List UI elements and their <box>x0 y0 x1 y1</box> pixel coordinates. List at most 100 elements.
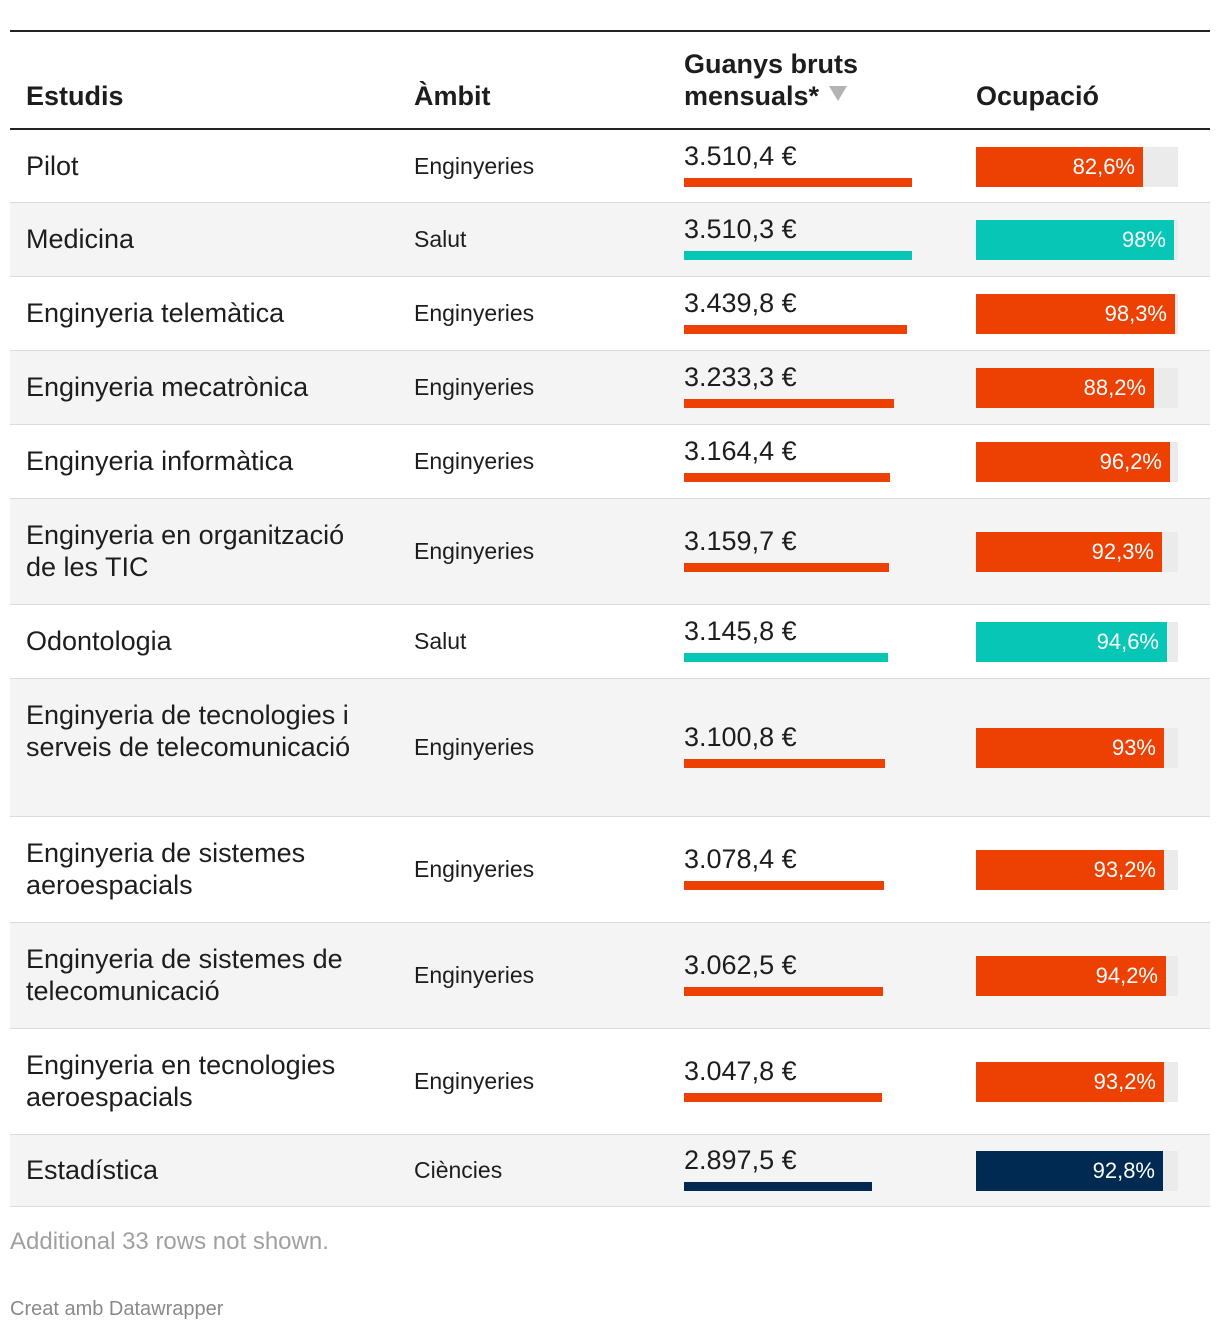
ocupacio-cell: 93,2% <box>976 850 1178 890</box>
table-header: Estudis Àmbit Guanys bruts mensuals* Ocu… <box>10 32 1210 128</box>
guanys-bar <box>684 881 884 890</box>
ambit-cell: Enginyeries <box>414 374 535 400</box>
guanys-value-label: 3.100,8 € <box>684 722 797 752</box>
sort-descending-icon[interactable] <box>829 86 848 101</box>
table-row: Enginyeria telemàtica Enginyeries 3.439,8 … <box>10 277 1210 351</box>
ocupacio-value-label: 93,2% <box>1093 1069 1156 1094</box>
ambit-cell: Enginyeries <box>414 448 535 474</box>
ocupacio-value-label: 94,2% <box>1095 963 1158 988</box>
table-row: Estadística Ciències 2.897,5 € 92,8% <box>10 1135 1210 1207</box>
ambit-cell: Ciències <box>414 1157 503 1183</box>
estudis-cell: Enginyeria informàtica <box>26 446 294 476</box>
ambit-cell: Enginyeries <box>414 962 535 988</box>
ocupacio-value-label: 88,2% <box>1083 375 1146 400</box>
table-row: Enginyeria en organització de les TIC Eng… <box>10 499 1210 605</box>
ocupacio-bar: 93% <box>976 728 1164 768</box>
table-row: Enginyeria de sistemes aeroespacials Engi… <box>10 817 1210 923</box>
guanys-value-label: 3.145,8 € <box>684 616 797 646</box>
ocupacio-bar: 92,3% <box>976 532 1162 572</box>
estudis-cell: Enginyeria en tecnologies aeroespacials <box>26 1050 336 1112</box>
guanys-cell: 3.510,3 € <box>684 213 944 260</box>
guanys-bar <box>684 1182 872 1191</box>
ocupacio-bar: 94,6% <box>976 622 1167 662</box>
estudis-cell: Enginyeria de sistemes aeroespacials <box>26 838 306 900</box>
table-row: Enginyeria de tecnologies i serveis de t… <box>10 679 1210 817</box>
ocupacio-cell: 94,2% <box>976 956 1178 996</box>
guanys-bar <box>684 653 888 662</box>
ambit-cell: Salut <box>414 628 467 654</box>
guanys-bar <box>684 473 890 482</box>
guanys-value-label: 3.159,7 € <box>684 526 797 556</box>
ocupacio-value-label: 94,6% <box>1096 629 1159 654</box>
guanys-bar <box>684 178 912 187</box>
table-row: Pilot Enginyeries 3.510,4 € 82,6% <box>10 130 1210 203</box>
ocupacio-bar: 88,2% <box>976 368 1154 408</box>
ocupacio-cell: 82,6% <box>976 147 1178 187</box>
column-header-ambit[interactable]: Àmbit <box>414 81 491 111</box>
ambit-cell: Enginyeries <box>414 856 535 882</box>
ocupacio-value-label: 98,3% <box>1104 301 1167 326</box>
table-row: Odontologia Salut 3.145,8 € 94,6% <box>10 605 1210 679</box>
guanys-cell: 3.078,4 € <box>684 843 944 890</box>
ocupacio-cell: 92,8% <box>976 1151 1178 1191</box>
ambit-cell: Enginyeries <box>414 1068 535 1094</box>
column-header-estudis[interactable]: Estudis <box>26 81 124 111</box>
ocupacio-value-label: 93% <box>1111 735 1156 760</box>
guanys-value-label: 3.439,8 € <box>684 288 797 318</box>
ambit-cell: Enginyeries <box>414 538 535 564</box>
guanys-value-label: 3.510,3 € <box>684 214 797 244</box>
header-rule <box>10 128 1210 130</box>
guanys-bar <box>684 251 912 260</box>
guanys-cell: 3.062,5 € <box>684 949 944 996</box>
guanys-value-label: 3.078,4 € <box>684 844 797 874</box>
datawrapper-credit[interactable]: Creat amb Datawrapper <box>10 1298 224 1320</box>
guanys-cell: 3.164,4 € <box>684 435 944 482</box>
ocupacio-value-label: 98% <box>1121 227 1166 252</box>
estudis-cell: Enginyeria en organització de les TIC <box>26 520 345 582</box>
ocupacio-bar: 98,3% <box>976 294 1175 334</box>
table-row: Enginyeria en tecnologies aeroespacials E… <box>10 1029 1210 1135</box>
ocupacio-cell: 98,3% <box>976 294 1178 334</box>
column-header-ocupacio[interactable]: Ocupació <box>976 81 1100 111</box>
guanys-value-label: 3.164,4 € <box>684 436 797 466</box>
guanys-cell: 3.145,8 € <box>684 615 944 662</box>
estudis-cell: Odontologia <box>26 626 172 656</box>
estudis-cell: Enginyeria mecatrònica <box>26 372 309 402</box>
top-rule <box>10 30 1210 32</box>
ocupacio-bar: 93,2% <box>976 850 1164 890</box>
additional-rows-note: Additional 33 rows not shown. <box>10 1228 329 1255</box>
ocupacio-cell: 96,2% <box>976 442 1178 482</box>
ambit-cell: Enginyeries <box>414 734 535 760</box>
ocupacio-bar: 92,8% <box>976 1151 1163 1191</box>
estudis-cell: Pilot <box>26 151 79 181</box>
guanys-cell: 3.100,8 € <box>684 721 944 768</box>
table-body: Pilot Enginyeries 3.510,4 € 82,6% Medicina Sa… <box>10 130 1210 1207</box>
table-row: Enginyeria informàtica Enginyeries 3.164,4… <box>10 425 1210 499</box>
estudis-cell: Enginyeria de tecnologies i serveis de t… <box>26 700 351 762</box>
ocupacio-value-label: 92,8% <box>1092 1158 1155 1183</box>
ocupacio-value-label: 93,2% <box>1093 857 1156 882</box>
guanys-cell: 2.897,5 € <box>684 1144 944 1191</box>
ocupacio-value-label: 82,6% <box>1072 154 1135 179</box>
ocupacio-cell: 93% <box>976 728 1178 768</box>
guanys-bar <box>684 325 907 334</box>
column-header-guanys[interactable]: Guanys bruts mensuals* <box>684 48 858 112</box>
ocupacio-cell: 98% <box>976 220 1178 260</box>
ocupacio-bar: 93,2% <box>976 1062 1164 1102</box>
ocupacio-cell: 92,3% <box>976 532 1178 572</box>
estudis-cell: Medicina <box>26 224 135 254</box>
guanys-bar <box>684 563 889 572</box>
guanys-bar <box>684 759 885 768</box>
ocupacio-bar: 98% <box>976 220 1174 260</box>
ocupacio-bar: 94,2% <box>976 956 1166 996</box>
estudis-cell: Enginyeria de sistemes de telecomunicaci… <box>26 944 343 1006</box>
ocupacio-value-label: 92,3% <box>1091 539 1154 564</box>
ocupacio-cell: 93,2% <box>976 1062 1178 1102</box>
ocupacio-bar: 96,2% <box>976 442 1170 482</box>
ambit-cell: Enginyeries <box>414 300 535 326</box>
guanys-bar <box>684 1093 882 1102</box>
ambit-cell: Enginyeries <box>414 153 535 179</box>
guanys-value-label: 3.233,3 € <box>684 362 797 392</box>
guanys-value-label: 3.510,4 € <box>684 141 797 171</box>
ocupacio-cell: 88,2% <box>976 368 1178 408</box>
